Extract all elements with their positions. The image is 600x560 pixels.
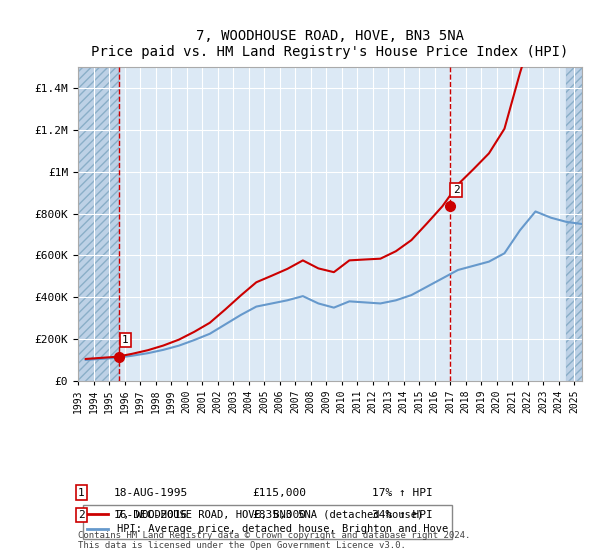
Text: 34% ↑ HPI: 34% ↑ HPI (372, 510, 433, 520)
Text: £115,000: £115,000 (252, 488, 306, 498)
Text: 17% ↑ HPI: 17% ↑ HPI (372, 488, 433, 498)
Text: 18-AUG-1995: 18-AUG-1995 (114, 488, 188, 498)
Text: 2: 2 (78, 510, 85, 520)
Title: 7, WOODHOUSE ROAD, HOVE, BN3 5NA
Price paid vs. HM Land Registry's House Price I: 7, WOODHOUSE ROAD, HOVE, BN3 5NA Price p… (91, 29, 569, 59)
Text: £835,000: £835,000 (252, 510, 306, 520)
Text: 1: 1 (122, 335, 128, 346)
Bar (78, 67, 119, 381)
Bar (78, 67, 119, 381)
Legend: 7, WOODHOUSE ROAD, HOVE, BN3 5NA (detached house), HPI: Average price, detached : 7, WOODHOUSE ROAD, HOVE, BN3 5NA (detach… (83, 505, 452, 539)
Text: 2: 2 (452, 185, 460, 195)
Text: 16-DEC-2016: 16-DEC-2016 (114, 510, 188, 520)
Bar (566, 67, 582, 381)
Bar (566, 67, 582, 381)
Text: 1: 1 (78, 488, 85, 498)
Text: Contains HM Land Registry data © Crown copyright and database right 2024.
This d: Contains HM Land Registry data © Crown c… (78, 530, 470, 550)
